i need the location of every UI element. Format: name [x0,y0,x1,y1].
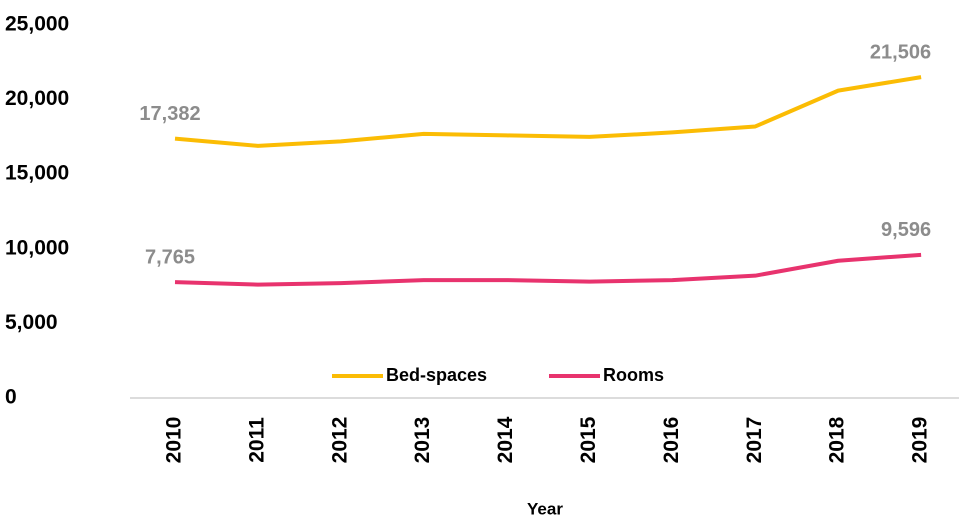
y-tick-label: 15,000 [5,162,69,185]
x-tick-label: 2015 [577,416,600,463]
x-tick-label: 2016 [660,417,683,464]
series-line [174,252,922,287]
data-label: 21,506 [870,41,931,63]
data-label: 9,596 [881,219,931,241]
data-label: 17,382 [139,103,200,125]
data-label: 7,765 [145,246,195,268]
legend-label: Bed-spaces [386,365,487,385]
x-tick-label: 2010 [163,417,186,464]
x-tick-label: 2017 [743,417,766,464]
y-tick-label: 0 [5,386,17,409]
x-tick-label: 2012 [328,417,351,464]
x-tick-label: 2013 [411,417,434,464]
x-tick-label: 2019 [909,417,932,464]
x-tick-label: 2014 [494,416,517,463]
y-tick-label: 25,000 [5,13,69,36]
x-tick-label: 2011 [245,417,268,463]
y-tick-label: 10,000 [5,236,69,259]
y-tick-label: 20,000 [5,87,69,110]
legend-label: Rooms [603,365,664,385]
x-axis-title: Year [527,499,563,518]
series-line [174,75,922,148]
x-tick-label: 2018 [826,416,849,463]
y-tick-label: 5,000 [5,311,58,334]
